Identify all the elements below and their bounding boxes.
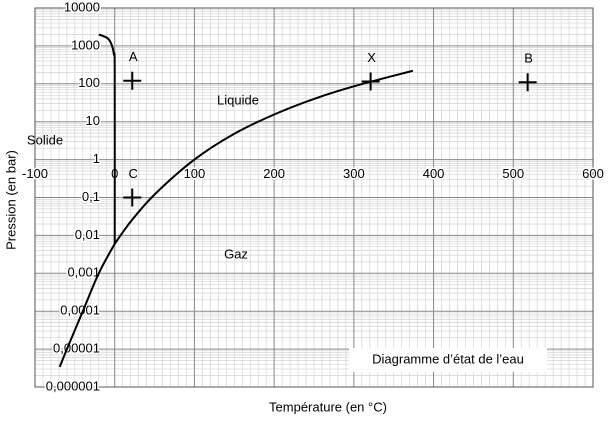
x-tick-label: 100 — [184, 166, 206, 181]
point-marker — [518, 73, 537, 92]
y-tick-label: 10000 — [64, 0, 100, 14]
region-label: Gaz — [224, 246, 248, 261]
x-tick-label: 500 — [502, 166, 524, 181]
region-label: Solide — [27, 132, 63, 147]
x-tick-label: 400 — [423, 166, 445, 181]
region-label: Liquide — [217, 92, 259, 107]
x-axis-label: Température (en °C) — [269, 399, 387, 414]
x-tick-label: 600 — [582, 166, 604, 181]
curve — [98, 33, 116, 244]
y-tick-label: 0,00001 — [53, 341, 100, 356]
y-axis-label: Pression (en bar) — [3, 150, 18, 250]
y-tick-label: 0,01 — [75, 227, 100, 242]
point-marker — [123, 188, 142, 207]
curve — [58, 243, 116, 368]
x-tick-label: 300 — [343, 166, 365, 181]
x-tick-label: 200 — [263, 166, 285, 181]
y-tick-label: 0,000001 — [46, 378, 100, 393]
point-label: C — [129, 166, 138, 181]
point-label: B — [524, 51, 533, 66]
plot-frame — [34, 7, 594, 388]
y-tick-label: 0,1 — [82, 189, 100, 204]
curve — [113, 69, 414, 245]
y-tick-label: 0,0001 — [60, 303, 100, 318]
x-tick-label: -100 — [22, 166, 48, 181]
y-tick-label: 0,001 — [67, 265, 100, 280]
point-label: X — [367, 50, 376, 65]
y-tick-label: 10 — [86, 113, 100, 128]
y-tick-label: 100 — [78, 75, 100, 90]
y-tick-label: 1000 — [71, 37, 100, 52]
title-box — [349, 348, 547, 372]
point-marker — [361, 72, 380, 91]
point-label: A — [129, 49, 138, 64]
chart-title: Diagramme d’état de l’eau — [372, 351, 524, 366]
point-marker — [123, 71, 142, 90]
y-tick-label: 1 — [93, 151, 100, 166]
